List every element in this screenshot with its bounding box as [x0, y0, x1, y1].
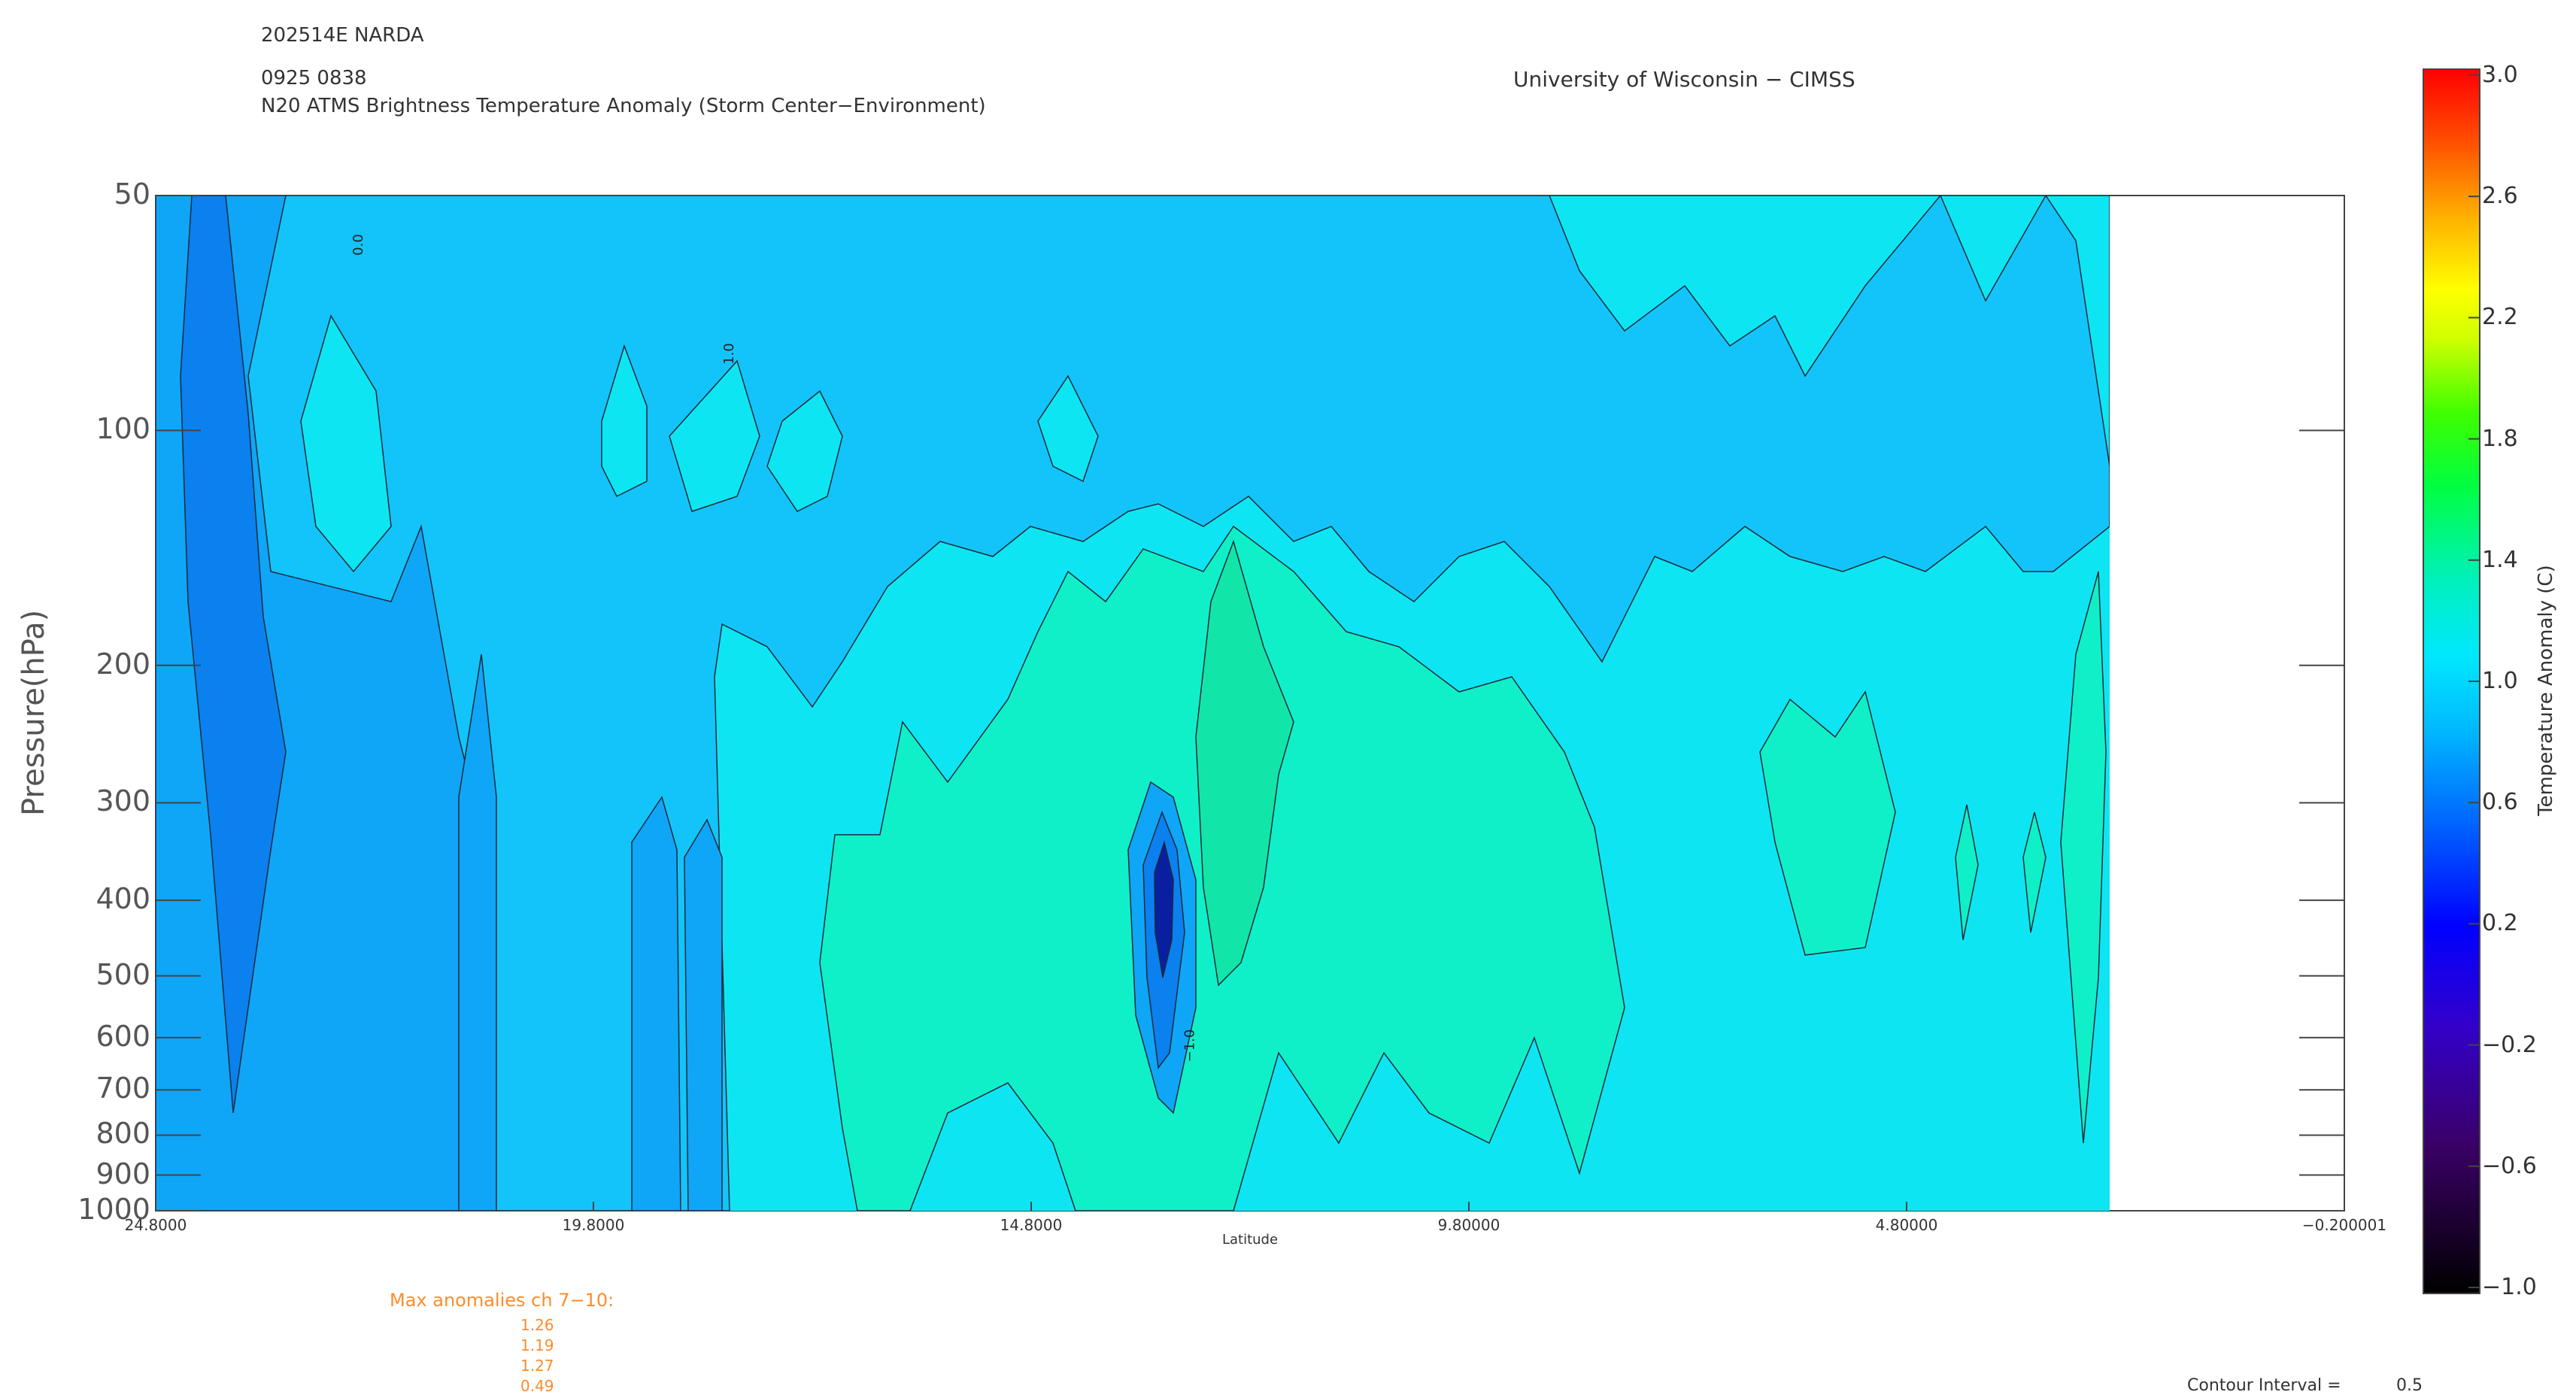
field-left-darkest: [180, 196, 287, 1114]
contour-fills: [156, 196, 2110, 1211]
y-tick-label: 500: [96, 957, 150, 991]
contour-label-2: −1.0: [1182, 1029, 1198, 1063]
field-blob-6: [1549, 196, 2110, 467]
storm-name: 202514E NARDA: [261, 24, 424, 47]
y-axis-label: Pressure(hPa): [17, 609, 51, 816]
max-anomaly-value: 1.27: [520, 1357, 554, 1375]
product-title: N20 ATMS Brightness Temperature Anomaly …: [261, 95, 986, 117]
y-tick-label: 50: [114, 177, 150, 211]
contour-interval-label: Contour Interval =: [2187, 1376, 2341, 1395]
y-tick-marks: [156, 195, 2344, 1212]
colorbar-tick-label: −0.6: [2482, 1152, 2537, 1179]
y-tick-label: 800: [96, 1117, 150, 1151]
y-tick-label: 900: [96, 1157, 150, 1190]
x-axis-label: Latitude: [1221, 1232, 1279, 1248]
max-anomaly-value: 1.26: [520, 1316, 554, 1334]
field-core-inner: [1154, 840, 1174, 978]
x-tick-marks: [155, 1202, 2345, 1211]
colorbar-tick-label: 2.6: [2482, 183, 2518, 210]
x-tick-label: 9.80000: [1437, 1216, 1500, 1234]
colorbar-tick-label: 0.2: [2482, 910, 2518, 937]
colorbar-tick-label: 1.8: [2482, 425, 2518, 452]
x-tick-label: 24.8000: [124, 1216, 187, 1234]
colorbar-tick-marks: [2468, 74, 2480, 1288]
date-time: 0925 0838: [261, 67, 367, 89]
x-tick-label: 14.8000: [1000, 1216, 1063, 1234]
field-blob-4: [766, 390, 843, 512]
colorbar-label: Temperature Anomaly (C): [2535, 565, 2557, 816]
max-anomalies-title: Max anomalies ch 7−10:: [390, 1290, 614, 1311]
field-right-spike-1: [2060, 571, 2107, 1144]
field-green-right: [1759, 690, 1896, 956]
field-strip-c: [684, 818, 723, 1211]
y-tick-label: 400: [96, 882, 150, 916]
y-tick-label: 300: [96, 784, 150, 818]
colorbar-tick-label: 0.6: [2482, 789, 2518, 816]
colorbar-tick-label: 2.2: [2482, 304, 2518, 331]
x-tick-label: 19.8000: [562, 1216, 625, 1234]
y-tick-label: 200: [96, 647, 150, 681]
field-blob-1: [300, 314, 392, 573]
field-blob-3: [669, 359, 760, 512]
field-strip-b: [631, 796, 681, 1211]
field-right-spike-2: [1955, 804, 1979, 941]
contour-interval-value: 0.5: [2396, 1376, 2423, 1395]
x-tick-label: 4.80000: [1875, 1216, 1938, 1234]
institution: University of Wisconsin − CIMSS: [1513, 67, 1855, 92]
field-right-spike-3: [2022, 811, 2047, 933]
y-tick-label: 700: [96, 1072, 150, 1105]
x-tick-label: −0.200001: [2301, 1216, 2387, 1234]
colorbar-tick-label: 1.4: [2482, 546, 2518, 573]
y-tick-label: 1000: [77, 1193, 150, 1226]
y-tick-label: 100: [96, 412, 150, 446]
field-blob-5: [1037, 375, 1099, 483]
contour-label-0: 0.0: [350, 234, 366, 256]
y-tick-label: 600: [96, 1019, 150, 1053]
max-anomaly-value: 0.49: [520, 1377, 554, 1395]
field-strip-a: [458, 654, 497, 1211]
field-green-inner: [1195, 539, 1294, 987]
field-blob-2: [601, 344, 648, 498]
colorbar-tick-label: −0.2: [2482, 1031, 2537, 1058]
colorbar-tick-label: 3.0: [2482, 62, 2518, 88]
max-anomaly-value: 1.19: [520, 1336, 554, 1354]
colorbar-tick-label: 1.0: [2482, 668, 2518, 694]
contour-label-1: 1.0: [721, 343, 737, 365]
colorbar-tick-label: −1.0: [2482, 1274, 2537, 1300]
